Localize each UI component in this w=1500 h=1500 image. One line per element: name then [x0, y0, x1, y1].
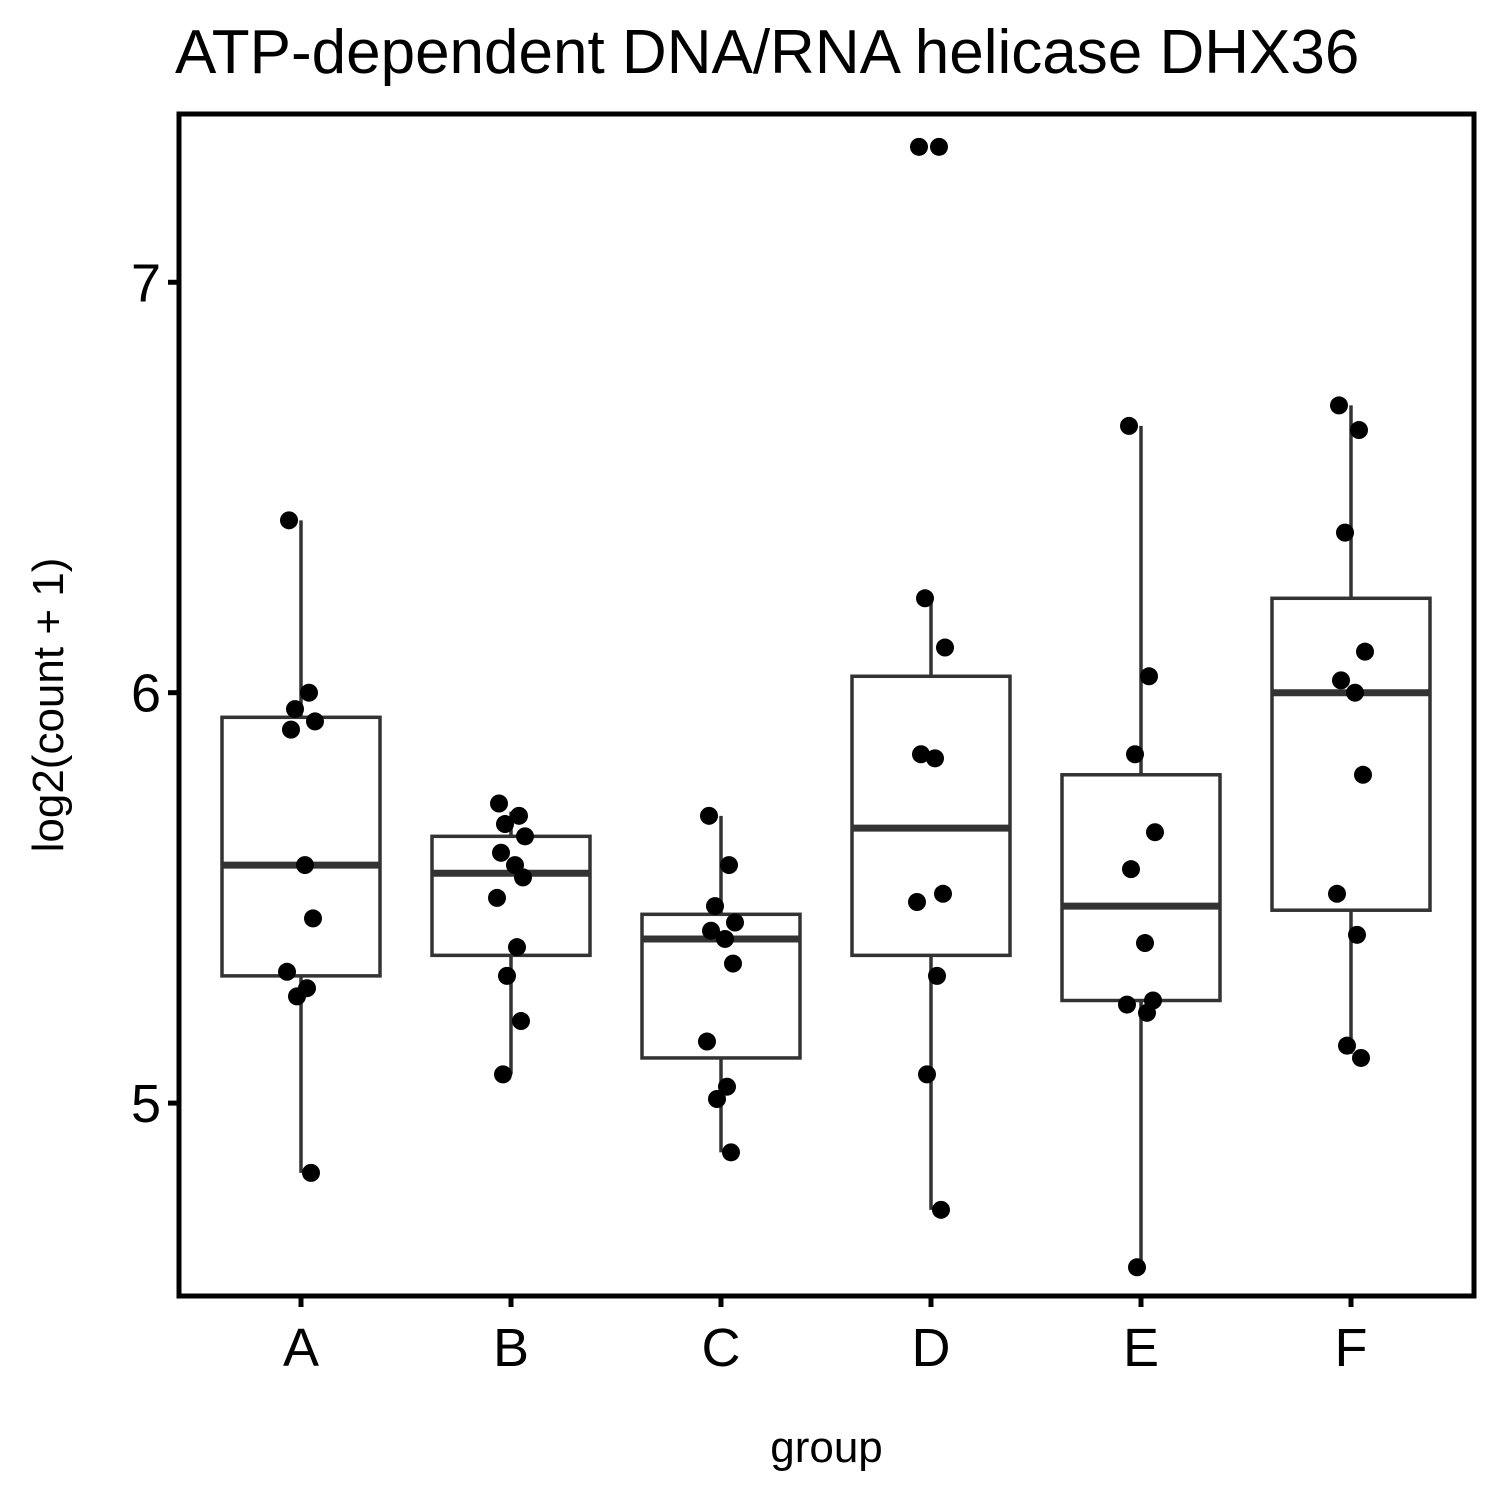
data-point [716, 929, 734, 948]
data-point [1136, 934, 1154, 953]
data-point [512, 1012, 530, 1031]
data-point [278, 962, 296, 981]
data-point [1118, 995, 1136, 1014]
box-iqr [430, 834, 592, 958]
data-point [1346, 683, 1364, 702]
points-group-d [908, 137, 954, 1219]
data-point [496, 815, 514, 834]
data-point [934, 884, 952, 903]
y-axis-label: log2(count + 1) [24, 558, 73, 853]
points-group-a [278, 511, 324, 1182]
data-point [514, 868, 532, 887]
data-point [700, 806, 718, 825]
data-point [1122, 860, 1140, 879]
data-point [492, 843, 510, 862]
data-point [706, 897, 724, 916]
data-point [932, 1200, 950, 1219]
data-point [516, 827, 534, 846]
data-point [282, 720, 300, 739]
data-point [288, 987, 306, 1006]
data-point [718, 1077, 736, 1096]
data-point [1140, 667, 1158, 686]
data-point [1354, 765, 1372, 784]
plot-area [176, 111, 1477, 1299]
y-tick-label: 5 [131, 1074, 161, 1134]
data-point [488, 888, 506, 907]
x-axis-label: group [770, 1423, 883, 1472]
data-point [490, 794, 508, 813]
data-point [1336, 523, 1354, 542]
data-point [304, 909, 322, 928]
data-point [916, 589, 934, 608]
data-point [1356, 642, 1374, 661]
data-point [494, 1065, 512, 1084]
data-point [286, 700, 304, 719]
data-point [912, 745, 930, 764]
data-point [928, 966, 946, 985]
data-point [726, 913, 744, 932]
data-point [1126, 745, 1144, 764]
data-point [910, 137, 928, 156]
data-point [708, 1090, 726, 1108]
chart-title: ATP-dependent DNA/RNA helicase DHX36 [175, 18, 1359, 87]
data-point [1350, 421, 1368, 440]
data-point [724, 954, 742, 973]
points-group-f [1328, 396, 1374, 1067]
data-point [498, 966, 516, 985]
box-group-e [1060, 425, 1222, 1268]
data-point [1328, 884, 1346, 903]
box-group-f [1270, 405, 1432, 1054]
box-iqr [850, 674, 1012, 958]
x-tick-label: E [1123, 1318, 1159, 1378]
data-point [280, 511, 298, 530]
y-tick-label: 7 [131, 253, 161, 313]
y-axis: 5 6 7 [131, 253, 179, 1134]
points-group-c [698, 806, 744, 1162]
points-group-b [488, 794, 534, 1084]
x-tick-label: B [493, 1318, 529, 1378]
data-point [1338, 1036, 1356, 1055]
data-point [296, 856, 314, 875]
box-iqr [220, 715, 382, 978]
data-point [702, 921, 720, 940]
x-tick-label: C [702, 1318, 741, 1378]
points-group-e [1118, 416, 1164, 1277]
data-point [908, 893, 926, 911]
x-axis: A B C D E F [283, 1296, 1368, 1378]
data-point [930, 137, 948, 156]
box-group-b [430, 811, 592, 1075]
data-point [1120, 416, 1138, 435]
data-point [936, 638, 954, 657]
data-point [300, 683, 318, 702]
data-point [508, 938, 526, 957]
panel-border [176, 111, 1477, 1299]
box-iqr [1060, 773, 1222, 1003]
data-point [698, 1032, 716, 1051]
data-point [510, 806, 528, 825]
data-point [1332, 671, 1350, 690]
x-tick-label: F [1335, 1318, 1368, 1378]
data-point [720, 856, 738, 875]
x-tick-label: A [283, 1318, 319, 1378]
data-point [1330, 396, 1348, 415]
x-tick-label: D [912, 1318, 951, 1378]
box-iqr [1270, 596, 1432, 912]
data-point [1352, 1048, 1370, 1067]
data-point [302, 1163, 320, 1182]
y-tick-label: 6 [131, 664, 161, 724]
data-point [926, 749, 944, 768]
data-point [1348, 925, 1366, 944]
data-point [1138, 1003, 1156, 1022]
data-point [1128, 1258, 1146, 1277]
box-group-d [850, 598, 1012, 1210]
data-point [918, 1065, 936, 1084]
data-point [722, 1143, 740, 1162]
data-point [1146, 823, 1164, 842]
box-group-a [220, 520, 382, 1173]
data-point [306, 712, 324, 731]
